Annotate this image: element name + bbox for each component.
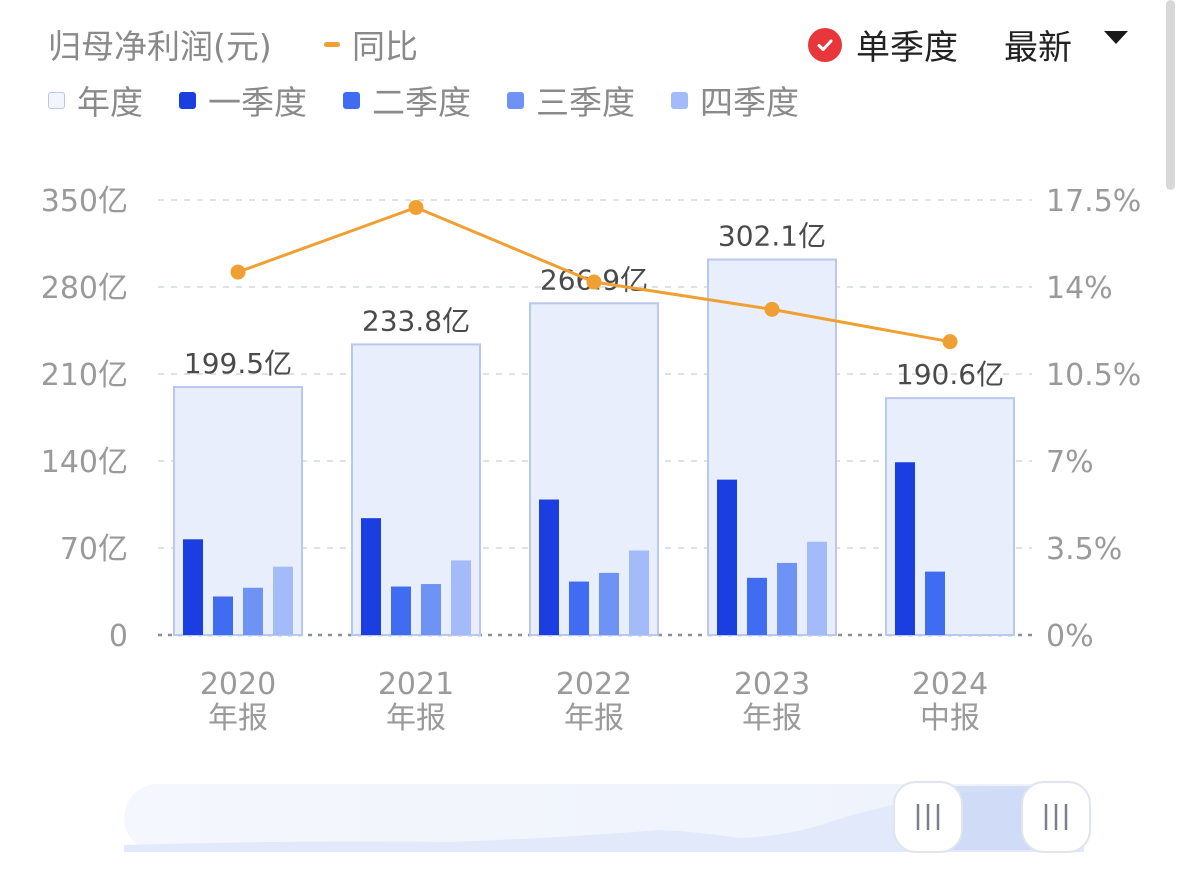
line-swatch-icon <box>324 41 340 47</box>
grip-icon <box>916 804 940 830</box>
y-tick-label: 140亿 <box>41 445 128 480</box>
quarter-bar <box>421 584 441 635</box>
grip-icon <box>1044 804 1068 830</box>
chart-header: 归母净利润(元) 同比 单季度 最新 年度 一季度 二季度 三季度 <box>0 0 1179 130</box>
y2-tick-label: 14% <box>1046 271 1113 306</box>
quarter-bar <box>213 596 233 635</box>
quarter-bar <box>539 499 559 635</box>
legend-item-annual[interactable]: 年度 <box>48 76 143 124</box>
latest-dropdown[interactable]: 最新 <box>1004 20 1128 69</box>
legend-swatch <box>179 91 196 109</box>
legend-label: 一季度 <box>208 83 307 122</box>
quarter-bar <box>747 577 767 635</box>
y2-tick-label: 7% <box>1046 445 1094 480</box>
yoy-line-layer <box>230 199 958 350</box>
quarter-bar <box>569 581 589 635</box>
legend-swatch <box>48 91 65 109</box>
yoy-legend-label: 同比 <box>352 27 418 66</box>
legend-swatch <box>343 91 360 109</box>
legend-label: 年度 <box>77 83 143 122</box>
yoy-point <box>230 264 246 280</box>
quarter-bar <box>361 518 381 635</box>
quarter-bar <box>807 541 827 635</box>
legend-swatch <box>671 91 688 109</box>
annual-value-label: 233.8亿 <box>362 304 470 337</box>
x-tick-sublabel: 年报 <box>742 701 802 736</box>
legend-swatch <box>507 91 524 109</box>
check-circle-icon <box>808 27 842 62</box>
quarter-bar <box>629 550 649 635</box>
x-tick-label: 2021 <box>378 667 454 702</box>
single-quarter-label: 单季度 <box>856 28 958 68</box>
quarter-bar <box>391 586 411 635</box>
x-tick-label: 2022 <box>556 667 632 702</box>
quarter-bar <box>599 572 619 635</box>
quarter-bar <box>451 560 471 635</box>
legend-label: 三季度 <box>536 83 635 122</box>
x-tick-sublabel: 年报 <box>564 701 624 736</box>
y-tick-label: 350亿 <box>41 184 128 219</box>
legend-item-q3[interactable]: 三季度 <box>507 76 635 124</box>
quarter-bar <box>777 562 797 635</box>
caret-down-icon <box>1104 31 1128 44</box>
yoy-point <box>408 199 424 215</box>
annual-value-label: 199.5亿 <box>184 347 292 380</box>
legend-label: 二季度 <box>372 83 471 122</box>
annual-value-label: 190.6亿 <box>896 358 1004 391</box>
x-tick-sublabel: 年报 <box>386 701 446 736</box>
x-tick-sublabel: 年报 <box>208 701 268 736</box>
y2-tick-label: 0% <box>1046 619 1094 654</box>
right-y-axis: 0% 3.5% 7% 10.5% 14% 17.5% <box>1046 184 1141 654</box>
single-quarter-toggle[interactable]: 单季度 <box>808 20 958 69</box>
chart-title: 归母净利润(元) <box>48 27 272 66</box>
slider-overview-area <box>124 787 1084 852</box>
left-y-axis: 0 70亿 140亿 210亿 280亿 350亿 <box>41 184 128 654</box>
quarter-bar <box>895 462 915 635</box>
y-tick-label: 70亿 <box>60 532 128 567</box>
quarter-bar <box>717 479 737 635</box>
x-tick-sublabel: 中报 <box>920 701 980 736</box>
quarter-bar <box>925 571 945 635</box>
yoy-point <box>942 334 958 350</box>
x-tick-label: 2020 <box>200 667 276 702</box>
yoy-point <box>586 274 602 290</box>
y2-tick-label: 3.5% <box>1046 532 1122 567</box>
slider-right-handle[interactable] <box>1021 781 1091 853</box>
yoy-legend[interactable]: 同比 <box>324 20 418 68</box>
y2-tick-label: 10.5% <box>1046 358 1141 393</box>
quarter-bar <box>183 539 203 635</box>
y-tick-label: 0 <box>109 619 128 654</box>
y-tick-label: 280亿 <box>41 271 128 306</box>
page-scrollbar[interactable] <box>1166 0 1175 190</box>
annual-value-label: 302.1亿 <box>718 220 826 253</box>
quarter-bar <box>243 587 263 635</box>
legend-item-q4[interactable]: 四季度 <box>671 76 799 124</box>
y2-tick-label: 17.5% <box>1046 184 1141 219</box>
legend-label: 四季度 <box>700 83 799 122</box>
y-tick-label: 210亿 <box>41 358 128 393</box>
x-tick-label: 2024 <box>912 667 988 702</box>
legend: 年度 一季度 二季度 三季度 四季度 <box>48 76 835 124</box>
x-tick-label: 2023 <box>734 667 810 702</box>
legend-item-q2[interactable]: 二季度 <box>343 76 471 124</box>
latest-label: 最新 <box>1004 28 1072 68</box>
yoy-point <box>764 301 780 317</box>
range-slider[interactable] <box>124 781 1091 853</box>
legend-item-q1[interactable]: 一季度 <box>179 76 307 124</box>
quarter-bar <box>273 566 293 635</box>
slider-left-handle[interactable] <box>893 781 963 853</box>
